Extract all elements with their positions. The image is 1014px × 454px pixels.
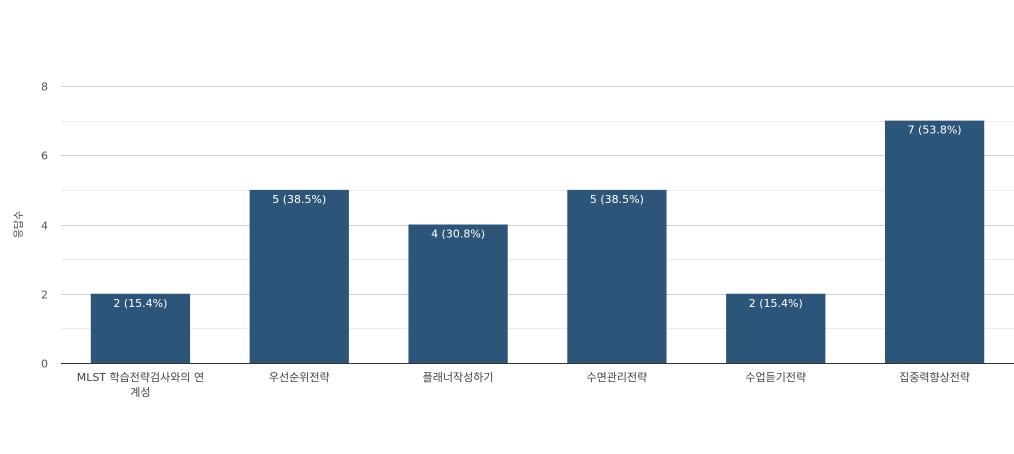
x-tick-label: 플래너작성하기 <box>423 370 494 384</box>
bar-data-label: 2 (15.4%) <box>749 297 803 310</box>
bar <box>567 189 667 363</box>
y-tick-label: 2 <box>41 289 48 302</box>
y-axis-title: 응답수 <box>13 211 25 239</box>
bar-data-label: 5 (38.5%) <box>272 193 326 206</box>
x-tick-label: 계성 <box>130 386 150 399</box>
bar-data-label: 2 (15.4%) <box>113 297 167 310</box>
bar-data-label: 4 (30.8%) <box>431 228 485 241</box>
bar-data-label: 5 (38.5%) <box>590 193 644 206</box>
x-tick-label: 수면관리전략 <box>587 371 648 384</box>
x-tick-label: 집중력향상전략 <box>899 371 970 384</box>
x-tick-label: 수업듣기전략 <box>745 371 806 384</box>
y-tick-label: 0 <box>41 358 48 371</box>
y-tick-label: 4 <box>41 220 48 233</box>
x-tick-label: MLST 학습전략검사와의 연 <box>77 371 204 384</box>
bar-data-label: 7 (53.8%) <box>908 124 962 137</box>
bar <box>90 293 191 363</box>
x-tick-label: 우선순위전략 <box>269 371 330 384</box>
bar <box>408 224 508 363</box>
bar <box>249 189 349 363</box>
bar <box>884 120 985 363</box>
bar <box>726 293 826 363</box>
y-tick-label: 8 <box>41 81 48 94</box>
y-tick-label: 6 <box>41 150 48 163</box>
